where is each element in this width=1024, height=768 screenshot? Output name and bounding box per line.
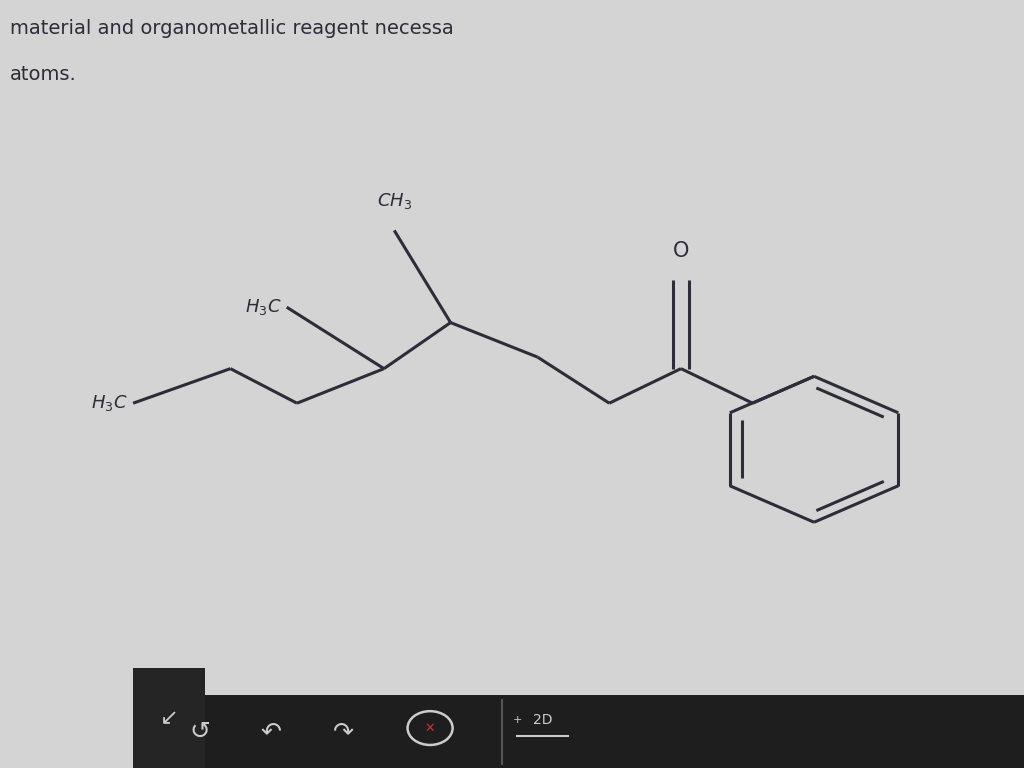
Text: material and organometallic reagent necessa: material and organometallic reagent nece… [10,19,454,38]
Text: ↷: ↷ [333,720,353,744]
Text: ↶: ↶ [261,720,282,744]
Text: $H_3C$: $H_3C$ [91,393,128,413]
Text: $H_3C$: $H_3C$ [245,297,282,317]
Text: ↺: ↺ [189,720,210,744]
Text: ✕: ✕ [425,722,435,734]
Bar [133,668,205,768]
Text: +: + [512,715,522,726]
Text: ↙: ↙ [160,708,178,728]
Bar [133,695,1024,768]
Text: 2D: 2D [532,713,553,727]
Text: atoms.: atoms. [10,65,77,84]
Text: $CH_3$: $CH_3$ [377,191,412,211]
Text: O: O [673,241,689,261]
